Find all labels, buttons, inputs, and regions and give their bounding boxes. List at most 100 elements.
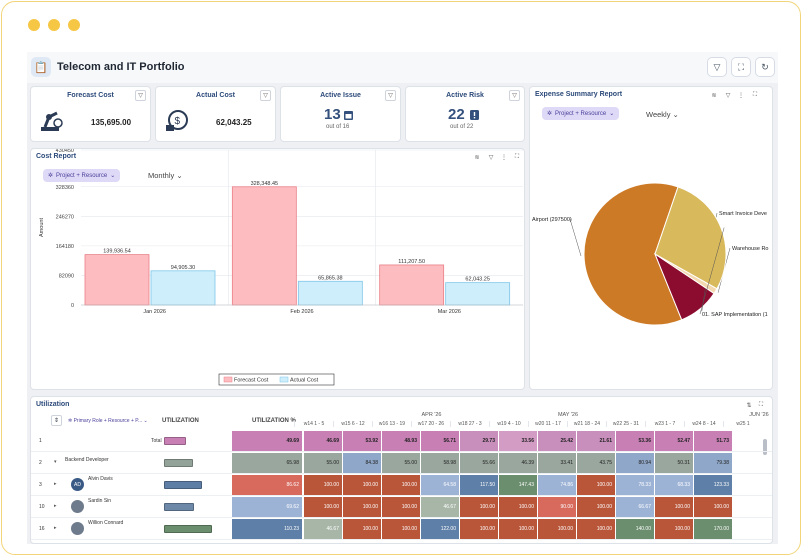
expand-icon[interactable]: ⛶ — [752, 91, 758, 98]
week-cell[interactable]: 90.00 — [538, 497, 576, 517]
group-by-select[interactable]: ✲ Primary Role + Resource + P... ⌄ — [68, 418, 148, 424]
kpi-value: 62,043.25 — [216, 118, 252, 127]
week-cell[interactable]: 100.00 — [499, 497, 537, 517]
filter-icon[interactable]: ▽ — [135, 90, 146, 101]
week-cell[interactable]: 100.00 — [343, 519, 381, 539]
week-cell[interactable]: 100.00 — [343, 497, 381, 517]
sort-toggle[interactable]: ⇕ — [51, 415, 62, 426]
week-cell[interactable]: 55.00 — [304, 453, 342, 473]
filter-icon[interactable]: ▽ — [260, 90, 271, 101]
more-icon[interactable]: ⋮ — [738, 92, 744, 99]
week-cell[interactable]: 33.41 — [538, 453, 576, 473]
more-icon[interactable]: ⋮ — [501, 154, 507, 161]
week-cell[interactable]: 53.36 — [616, 431, 654, 451]
week-cell[interactable]: 100.00 — [577, 519, 615, 539]
week-cell[interactable]: 55.66 — [460, 453, 498, 473]
week-cell[interactable]: 100.00 — [343, 475, 381, 495]
week-cell[interactable]: 68.33 — [655, 475, 693, 495]
week-cell[interactable]: 100.00 — [460, 519, 498, 539]
week-cell[interactable]: 43.75 — [577, 453, 615, 473]
week-cell[interactable]: 53.92 — [343, 431, 381, 451]
week-cell[interactable]: 50.31 — [655, 453, 693, 473]
week-cell[interactable]: 100.00 — [655, 519, 693, 539]
expand-row-icon[interactable]: ▸ — [54, 481, 57, 487]
week-cell[interactable]: 52.47 — [655, 431, 693, 451]
table-row[interactable]: 3 ▸ AD Alvin Davis 86.62 100.00 100.00 100.00 64… — [31, 474, 772, 496]
filter-icon[interactable]: ▽ — [385, 90, 396, 101]
filter-button[interactable]: ▽ — [707, 57, 727, 77]
week-cell[interactable]: 80.94 — [616, 453, 654, 473]
week-cell[interactable]: 100.00 — [304, 475, 342, 495]
week-cell[interactable]: 46.69 — [304, 431, 342, 451]
table-row[interactable]: 16 ▸ Willion Connard 110.23 46.67 100.00 100.0… — [31, 518, 772, 540]
week-cell[interactable]: 58.98 — [421, 453, 459, 473]
expand-row-icon[interactable]: ▸ — [54, 503, 57, 509]
window-dot-icon[interactable] — [48, 19, 60, 31]
scrollbar-thumb[interactable] — [763, 439, 767, 455]
week-cell[interactable]: 140.00 — [616, 519, 654, 539]
table-row[interactable]: 2 ▾ Backend Developer 65.98 55.00 84.38 55.00 5… — [31, 452, 772, 474]
sparkle-icon: ✲ — [48, 173, 54, 179]
chip-label: Project + Resource — [56, 172, 108, 179]
chart-legend: Forecast Cost Actual Cost — [218, 373, 335, 386]
week-cell[interactable]: 100.00 — [382, 497, 420, 517]
week-cell[interactable]: 100.00 — [499, 519, 537, 539]
week-cell[interactable]: 79.38 — [694, 453, 732, 473]
week-cell[interactable]: 100.00 — [577, 475, 615, 495]
row-number: 3 — [39, 482, 42, 488]
collapse-icon[interactable]: ▾ — [54, 459, 57, 465]
week-cell[interactable]: 74.86 — [538, 475, 576, 495]
layers-icon[interactable]: ≋ — [474, 154, 480, 161]
group-by-chip[interactable]: ✲ Project + Resource ⌄ — [43, 169, 121, 182]
kpi-value: 22 — [448, 106, 465, 123]
week-cell[interactable]: 100.00 — [655, 497, 693, 517]
week-cell[interactable]: 100.00 — [382, 519, 420, 539]
filter-icon[interactable]: ▽ — [488, 154, 494, 161]
week-cell[interactable]: 46.39 — [499, 453, 537, 473]
week-cell[interactable]: 46.67 — [421, 497, 459, 517]
period-select[interactable]: Weekly ⌄ — [646, 110, 679, 119]
expand-icon[interactable]: ⛶ — [514, 153, 520, 160]
week-cell[interactable]: 51.73 — [694, 431, 732, 451]
table-row[interactable]: 10 ▸ Sardin Sin 69.62 100.00 100.00 100.00 46.6… — [31, 496, 772, 518]
week-cell[interactable]: 123.33 — [694, 475, 732, 495]
layers-icon[interactable]: ≋ — [711, 92, 717, 99]
week-cell[interactable]: 122.00 — [421, 519, 459, 539]
week-cell[interactable]: 100.00 — [304, 497, 342, 517]
week-cell[interactable]: 64.58 — [421, 475, 459, 495]
week-cell[interactable]: 170.00 — [694, 519, 732, 539]
week-cell[interactable]: 100.00 — [460, 497, 498, 517]
week-label: w23 1 - 7 — [645, 421, 684, 427]
week-cell[interactable]: 100.00 — [382, 475, 420, 495]
week-cell[interactable]: 117.50 — [460, 475, 498, 495]
week-cell[interactable]: 78.33 — [616, 475, 654, 495]
week-cell[interactable]: 21.61 — [577, 431, 615, 451]
expand-icon[interactable]: ⛶ — [758, 401, 764, 408]
table-row[interactable]: 1 Total 49.69 46.69 53.92 48.93 56.71 29.73 33.5… — [31, 430, 772, 452]
week-cell[interactable]: 56.71 — [421, 431, 459, 451]
group-by-chip[interactable]: ✲ Project + Resource ⌄ — [542, 107, 620, 120]
week-cell[interactable]: 33.56 — [499, 431, 537, 451]
week-cell[interactable]: 48.93 — [382, 431, 420, 451]
week-cell[interactable]: 29.73 — [460, 431, 498, 451]
utilization-card: Utilization ⇅ ⛶ ⇕ ✲ Primary Role + Resou… — [30, 396, 773, 544]
week-cell[interactable]: 46.67 — [304, 519, 342, 539]
sort-icon[interactable]: ⇅ — [746, 402, 752, 409]
week-cell[interactable]: 66.67 — [616, 497, 654, 517]
window-dot-icon[interactable] — [68, 19, 80, 31]
week-cell[interactable]: 147.43 — [499, 475, 537, 495]
data-label: 139,936.54 — [103, 249, 131, 255]
expand-row-icon[interactable]: ▸ — [54, 525, 57, 531]
week-cell[interactable]: 100.00 — [694, 497, 732, 517]
fullscreen-button[interactable]: ⛶ — [731, 57, 751, 77]
filter-icon[interactable]: ▽ — [509, 90, 520, 101]
week-cell[interactable]: 84.38 — [343, 453, 381, 473]
refresh-button[interactable]: ↻ — [755, 57, 775, 77]
week-cell[interactable]: 55.00 — [382, 453, 420, 473]
filter-icon[interactable]: ▽ — [725, 92, 731, 99]
week-cell[interactable]: 100.00 — [577, 497, 615, 517]
period-select[interactable]: Monthly ⌄ — [148, 171, 183, 180]
week-cell[interactable]: 25.42 — [538, 431, 576, 451]
window-dot-icon[interactable] — [28, 19, 40, 31]
week-cell[interactable]: 100.00 — [538, 519, 576, 539]
